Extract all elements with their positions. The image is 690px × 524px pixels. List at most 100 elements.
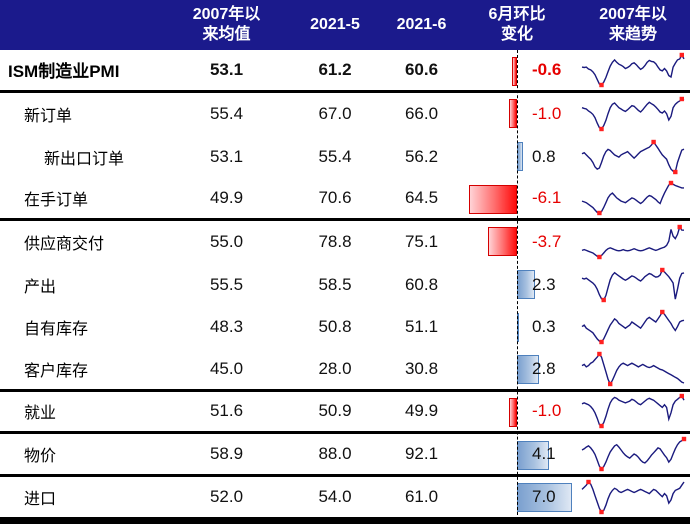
trend-sparkline (581, 436, 687, 472)
value-2021-5: 58.5 (318, 274, 352, 294)
sparkline-extreme-marker (681, 436, 687, 442)
table-row-自有库存: 自有库存 48.3 50.8 51.1 0.3 (0, 306, 690, 349)
value-2021-6: 49.9 (404, 401, 439, 421)
value-2021-6: 64.5 (404, 187, 439, 207)
row-label: 客户库存 (24, 362, 89, 380)
trend-sparkline (581, 394, 685, 429)
row-label: ISM制造业PMI (8, 62, 120, 82)
header-avg-line2: 来均值 (202, 26, 251, 43)
sparkline-extreme-marker (679, 394, 684, 399)
sparkline-extreme-marker (608, 381, 613, 386)
avg-since-2007-value: 53.1 (209, 146, 244, 166)
mom-change-value: -3.7 (532, 232, 562, 252)
mom-change-bar (512, 56, 517, 86)
sparkline-cell (576, 477, 690, 517)
mom-change-cell: -6.1 (458, 178, 576, 218)
value-2021-6: 61.0 (404, 486, 439, 506)
mom-change-bar (517, 440, 549, 470)
trend-sparkline (581, 180, 684, 216)
header-2021-5-label: 2021-5 (310, 16, 360, 33)
value-2021-6: 60.6 (404, 59, 439, 79)
value-2021-5: 55.4 (318, 146, 352, 166)
sparkline-cell (576, 93, 690, 136)
sparkline-path (581, 182, 684, 214)
row-label: 新出口订单 (44, 150, 125, 168)
sparkline-path (581, 140, 685, 173)
row-label: 供应商交付 (24, 236, 105, 254)
sparkline-path (581, 225, 685, 258)
sparkline-path (581, 480, 685, 513)
mom-change-value: -6.1 (532, 187, 562, 207)
sparkline-cell (576, 392, 690, 432)
mom-change-cell: -1.0 (458, 93, 576, 136)
value-2021-5: 78.8 (318, 232, 352, 252)
avg-since-2007-value: 51.6 (209, 401, 244, 421)
row-label: 产出 (24, 278, 57, 296)
sparkline-path (581, 438, 685, 471)
row-label: 进口 (24, 490, 57, 508)
sparkline-extreme-marker (660, 310, 665, 315)
sparkline-extreme-marker (679, 52, 684, 58)
sparkline-extreme-marker (601, 297, 606, 302)
table-row-产出: 产出 55.5 58.5 60.8 2.3 (0, 263, 690, 306)
trend-sparkline (581, 52, 685, 88)
sparkline-cell (576, 263, 690, 306)
trend-sparkline (581, 96, 685, 132)
avg-since-2007-value: 49.9 (209, 187, 244, 207)
sparkline-path (581, 98, 685, 130)
row-label: 自有库存 (24, 321, 89, 339)
value-2021-5: 61.2 (318, 59, 352, 79)
mom-change-bar (509, 99, 517, 129)
sparkline-extreme-marker (597, 210, 602, 216)
mom-change-value: 7.0 (532, 486, 556, 506)
mom-change-value: 0.3 (532, 317, 556, 337)
value-2021-6: 92.1 (404, 444, 439, 464)
mom-change-bar (509, 398, 517, 427)
trend-sparkline (581, 139, 685, 174)
value-2021-6: 51.1 (404, 317, 439, 337)
row-label: 在手订单 (24, 191, 89, 209)
value-2021-6: 75.1 (404, 232, 439, 252)
sparkline-cell (576, 221, 690, 264)
mom-change-cell: 2.8 (458, 349, 576, 389)
mom-change-cell: -0.6 (458, 50, 576, 90)
header-2021-5: 2021-5 (285, 0, 385, 50)
header-label-cell (0, 0, 168, 50)
row-label: 新订单 (24, 108, 73, 126)
sparkline-cell (576, 178, 690, 218)
table-body: ISM制造业PMI 53.1 61.2 60.6 -0.6 新订单 55.4 6… (0, 50, 690, 520)
table-row-物价: 物价 58.9 88.0 92.1 4.1 (0, 434, 690, 477)
header-trend-line1: 2007年以 (599, 6, 667, 23)
sparkline-extreme-marker (599, 509, 604, 514)
value-2021-6: 30.8 (404, 358, 439, 378)
avg-since-2007-value: 52.0 (209, 486, 244, 506)
sparkline-extreme-marker (597, 351, 602, 356)
mom-change-value: 0.8 (532, 146, 556, 166)
header-trend-line2: 来趋势 (608, 26, 657, 43)
avg-since-2007-value: 55.4 (209, 104, 244, 124)
header-mom-line1: 6月环比 (488, 6, 546, 23)
avg-since-2007-value: 58.9 (209, 444, 244, 464)
header-mom-line2: 变化 (500, 26, 533, 43)
header-mom-change: 6月环比 变化 (458, 0, 576, 50)
trend-sparkline (581, 351, 685, 386)
sparkline-cell (576, 434, 690, 474)
avg-since-2007-value: 53.1 (209, 59, 244, 79)
value-2021-5: 67.0 (318, 104, 352, 124)
sparkline-path (581, 352, 685, 386)
mom-change-value: 2.3 (532, 274, 556, 294)
table-header-row: 2007年以 来均值 2021-5 2021-6 6月环比 变化 2007年以 … (0, 0, 690, 50)
sparkline-path (581, 268, 685, 301)
sparkline-extreme-marker (651, 139, 656, 144)
bar-chart-zero-axis (517, 50, 518, 520)
mom-change-cell: 4.1 (458, 434, 576, 474)
mom-change-bar (488, 227, 517, 257)
header-2021-6-label: 2021-6 (396, 16, 447, 33)
sparkline-extreme-marker (660, 267, 665, 272)
table-row-新订单: 新订单 55.4 67.0 66.0 -1.0 (0, 93, 690, 136)
header-2021-6: 2021-6 (385, 0, 458, 50)
trend-sparkline (581, 267, 685, 302)
mom-change-value: -0.6 (532, 59, 562, 79)
header-avg-since-2007: 2007年以 来均值 (168, 0, 285, 50)
